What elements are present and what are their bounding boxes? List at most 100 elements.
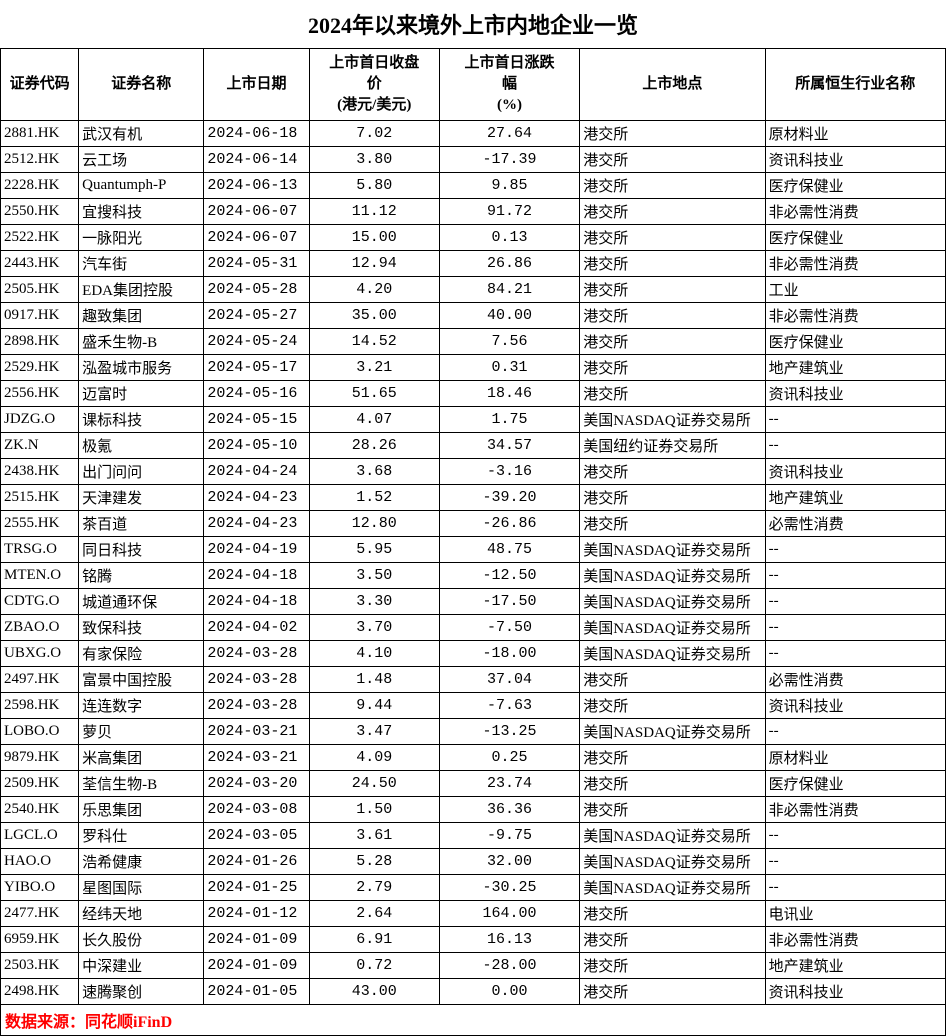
cell-name: 浩希健康 xyxy=(79,849,204,875)
cell-name: 同日科技 xyxy=(79,537,204,563)
table-row: LOBO.O萝贝2024-03-213.47-13.25美国NASDAQ证券交易… xyxy=(1,719,946,745)
cell-change: -3.16 xyxy=(439,459,579,485)
cell-venue: 美国NASDAQ证券交易所 xyxy=(580,615,765,641)
cell-name: 迈富时 xyxy=(79,381,204,407)
cell-price: 5.80 xyxy=(309,173,439,199)
cell-venue: 港交所 xyxy=(580,485,765,511)
cell-price: 9.44 xyxy=(309,693,439,719)
cell-name: 连连数字 xyxy=(79,693,204,719)
cell-date: 2024-01-25 xyxy=(204,875,309,901)
cell-price: 1.52 xyxy=(309,485,439,511)
cell-industry: -- xyxy=(765,875,945,901)
cell-date: 2024-05-10 xyxy=(204,433,309,459)
cell-venue: 港交所 xyxy=(580,693,765,719)
cell-price: 6.91 xyxy=(309,927,439,953)
cell-price: 51.65 xyxy=(309,381,439,407)
cell-code: 2555.HK xyxy=(1,511,79,537)
cell-change: 0.13 xyxy=(439,225,579,251)
cell-change: 37.04 xyxy=(439,667,579,693)
cell-code: 2522.HK xyxy=(1,225,79,251)
cell-date: 2024-03-28 xyxy=(204,667,309,693)
cell-name: 铭腾 xyxy=(79,563,204,589)
cell-venue: 美国NASDAQ证券交易所 xyxy=(580,589,765,615)
cell-venue: 港交所 xyxy=(580,329,765,355)
table-header-row: 证券代码证券名称上市日期上市首日收盘价(港元/美元)上市首日涨跌幅(%)上市地点… xyxy=(1,49,946,121)
cell-change: 9.85 xyxy=(439,173,579,199)
cell-industry: -- xyxy=(765,563,945,589)
cell-name: 星图国际 xyxy=(79,875,204,901)
cell-code: LGCL.O xyxy=(1,823,79,849)
table-row: MTEN.O铭腾2024-04-183.50-12.50美国NASDAQ证券交易… xyxy=(1,563,946,589)
cell-name: 天津建发 xyxy=(79,485,204,511)
cell-price: 5.28 xyxy=(309,849,439,875)
table-row: TRSG.O同日科技2024-04-195.9548.75美国NASDAQ证券交… xyxy=(1,537,946,563)
header-industry: 所属恒生行业名称 xyxy=(765,49,945,121)
cell-venue: 港交所 xyxy=(580,121,765,147)
cell-price: 24.50 xyxy=(309,771,439,797)
table-row: HAO.O浩希健康2024-01-265.2832.00美国NASDAQ证券交易… xyxy=(1,849,946,875)
cell-change: 23.74 xyxy=(439,771,579,797)
cell-venue: 美国NASDAQ证券交易所 xyxy=(580,563,765,589)
cell-code: 2498.HK xyxy=(1,979,79,1005)
cell-venue: 港交所 xyxy=(580,459,765,485)
cell-date: 2024-03-28 xyxy=(204,641,309,667)
table-row: 2512.HK云工场2024-06-143.80-17.39港交所资讯科技业 xyxy=(1,147,946,173)
cell-code: 2443.HK xyxy=(1,251,79,277)
cell-date: 2024-04-02 xyxy=(204,615,309,641)
cell-change: -9.75 xyxy=(439,823,579,849)
cell-date: 2024-04-24 xyxy=(204,459,309,485)
cell-date: 2024-06-18 xyxy=(204,121,309,147)
cell-price: 3.30 xyxy=(309,589,439,615)
cell-price: 35.00 xyxy=(309,303,439,329)
cell-name: 城道通环保 xyxy=(79,589,204,615)
table-row: 2228.HKQuantumph-P2024-06-135.809.85港交所医… xyxy=(1,173,946,199)
cell-date: 2024-04-18 xyxy=(204,589,309,615)
cell-name: 荃信生物-B xyxy=(79,771,204,797)
cell-code: JDZG.O xyxy=(1,407,79,433)
cell-date: 2024-03-21 xyxy=(204,719,309,745)
cell-date: 2024-03-08 xyxy=(204,797,309,823)
table-row: 2555.HK茶百道2024-04-2312.80-26.86港交所必需性消费 xyxy=(1,511,946,537)
cell-industry: 资讯科技业 xyxy=(765,381,945,407)
cell-industry: 地产建筑业 xyxy=(765,953,945,979)
cell-price: 2.79 xyxy=(309,875,439,901)
table-row: 2515.HK天津建发2024-04-231.52-39.20港交所地产建筑业 xyxy=(1,485,946,511)
cell-code: 2512.HK xyxy=(1,147,79,173)
cell-venue: 美国NASDAQ证券交易所 xyxy=(580,641,765,667)
cell-industry: 非必需性消费 xyxy=(765,251,945,277)
cell-industry: 医疗保健业 xyxy=(765,771,945,797)
table-row: ZK.N极氪2024-05-1028.2634.57美国纽约证券交易所-- xyxy=(1,433,946,459)
cell-code: 2515.HK xyxy=(1,485,79,511)
table-row: 2438.HK出门问问2024-04-243.68-3.16港交所资讯科技业 xyxy=(1,459,946,485)
cell-venue: 港交所 xyxy=(580,355,765,381)
table-row: ZBAO.O致保科技2024-04-023.70-7.50美国NASDAQ证券交… xyxy=(1,615,946,641)
cell-venue: 美国NASDAQ证券交易所 xyxy=(580,407,765,433)
cell-venue: 港交所 xyxy=(580,927,765,953)
table-row: JDZG.O课标科技2024-05-154.071.75美国NASDAQ证券交易… xyxy=(1,407,946,433)
cell-code: 2881.HK xyxy=(1,121,79,147)
cell-date: 2024-01-12 xyxy=(204,901,309,927)
cell-date: 2024-01-26 xyxy=(204,849,309,875)
cell-date: 2024-05-31 xyxy=(204,251,309,277)
cell-venue: 港交所 xyxy=(580,771,765,797)
cell-industry: 医疗保健业 xyxy=(765,173,945,199)
cell-price: 5.95 xyxy=(309,537,439,563)
cell-price: 4.07 xyxy=(309,407,439,433)
cell-industry: 非必需性消费 xyxy=(765,927,945,953)
cell-industry: 电讯业 xyxy=(765,901,945,927)
cell-name: 趣致集团 xyxy=(79,303,204,329)
cell-price: 1.50 xyxy=(309,797,439,823)
cell-name: 有家保险 xyxy=(79,641,204,667)
cell-name: 盛禾生物-B xyxy=(79,329,204,355)
table-container: 2024年以来境外上市内地企业一览 证券代码证券名称上市日期上市首日收盘价(港元… xyxy=(0,0,946,1036)
cell-price: 3.47 xyxy=(309,719,439,745)
cell-price: 11.12 xyxy=(309,199,439,225)
cell-price: 1.48 xyxy=(309,667,439,693)
cell-date: 2024-03-20 xyxy=(204,771,309,797)
cell-change: 0.25 xyxy=(439,745,579,771)
cell-industry: 必需性消费 xyxy=(765,511,945,537)
cell-price: 3.21 xyxy=(309,355,439,381)
cell-code: TRSG.O xyxy=(1,537,79,563)
cell-industry: -- xyxy=(765,849,945,875)
cell-code: MTEN.O xyxy=(1,563,79,589)
